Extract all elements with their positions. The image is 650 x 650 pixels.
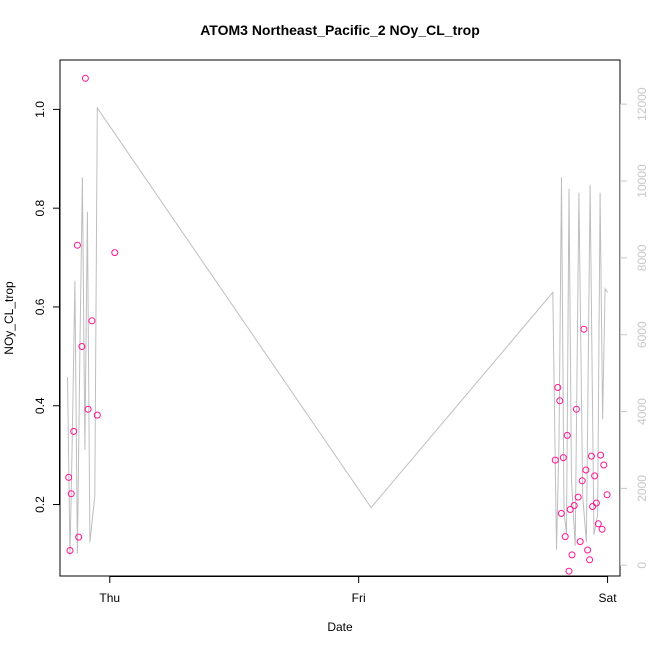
data-point	[78, 343, 86, 350]
y-axis-label: NOy_CL_trop	[2, 281, 16, 355]
data-point	[75, 533, 83, 541]
data-point	[576, 538, 584, 546]
x-tick-label: Fri	[352, 591, 366, 605]
data-point	[84, 405, 92, 413]
data-point	[592, 499, 600, 507]
data-point	[600, 461, 608, 469]
data-point	[93, 411, 101, 419]
data-point	[586, 556, 594, 564]
data-point	[66, 547, 74, 554]
data-point	[580, 325, 588, 333]
data-point	[70, 427, 78, 435]
data-point	[589, 503, 597, 510]
data-point	[565, 567, 573, 575]
altitude-line	[67, 106, 609, 556]
data-point	[556, 397, 564, 405]
line-series	[67, 106, 609, 556]
data-point	[578, 477, 586, 485]
axes-layer: Thu Fri Sat 0.2 0.4 0.6 0.8 1.0 0 2000 4000 6000 800…	[33, 87, 649, 605]
y2-tick-label: 6000	[635, 321, 649, 348]
data-point	[67, 490, 75, 498]
data-point	[563, 431, 571, 439]
data-point	[582, 466, 590, 474]
data-point	[598, 525, 606, 533]
data-point	[81, 74, 89, 82]
plot-box	[59, 59, 621, 577]
y2-tick-label: 2000	[635, 475, 649, 502]
data-point	[559, 454, 567, 462]
data-point	[111, 249, 119, 257]
data-point	[587, 452, 595, 460]
data-point	[591, 472, 599, 480]
y-tick-label: 0.8	[33, 200, 47, 217]
data-point	[572, 405, 580, 413]
y2-tick-label: 10000	[635, 164, 649, 198]
data-point	[584, 546, 592, 554]
data-point	[561, 533, 569, 541]
chart-title: ATOM3 Northeast_Pacific_2 NOy_CL_trop	[200, 22, 480, 38]
data-point	[594, 520, 602, 528]
x-axis-label: Date	[327, 620, 353, 634]
data-point	[597, 451, 605, 459]
data-point	[568, 551, 576, 559]
data-point	[566, 506, 574, 513]
data-point	[574, 493, 582, 501]
y2-tick-label: 8000	[635, 244, 649, 271]
data-point	[570, 502, 578, 509]
y-tick-label: 0.4	[33, 397, 47, 414]
y-tick-label: 0.2	[33, 496, 47, 513]
data-point	[603, 491, 611, 499]
x-tick-label: Sat	[599, 591, 618, 605]
y2-tick-label: 4000	[635, 398, 649, 425]
y-tick-label: 1.0	[33, 101, 47, 118]
data-point	[88, 317, 96, 325]
point-series	[65, 74, 611, 575]
y2-tick-label: 12000	[635, 87, 649, 121]
data-point	[554, 384, 562, 391]
data-point	[557, 509, 565, 517]
x-tick-label: Thu	[99, 591, 120, 605]
data-point	[73, 241, 81, 249]
data-point	[65, 473, 73, 481]
data-point	[551, 456, 559, 464]
y-tick-label: 0.6	[33, 298, 47, 315]
y2-tick-label: 0	[635, 562, 649, 569]
